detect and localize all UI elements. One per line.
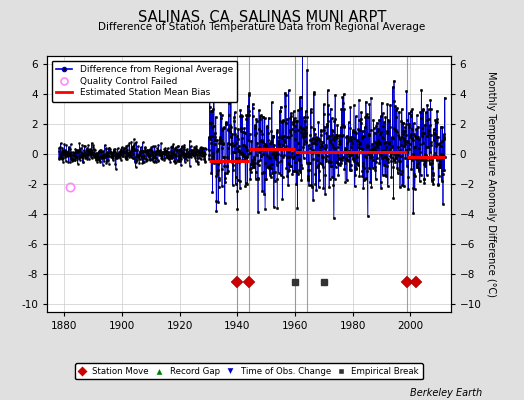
Text: Berkeley Earth: Berkeley Earth bbox=[410, 388, 482, 398]
Legend: Station Move, Record Gap, Time of Obs. Change, Empirical Break: Station Move, Record Gap, Time of Obs. C… bbox=[75, 364, 422, 379]
Y-axis label: Monthly Temperature Anomaly Difference (°C): Monthly Temperature Anomaly Difference (… bbox=[486, 71, 496, 297]
Text: Difference of Station Temperature Data from Regional Average: Difference of Station Temperature Data f… bbox=[99, 22, 425, 32]
Text: SALINAS, CA, SALINAS MUNI ARPT: SALINAS, CA, SALINAS MUNI ARPT bbox=[138, 10, 386, 25]
